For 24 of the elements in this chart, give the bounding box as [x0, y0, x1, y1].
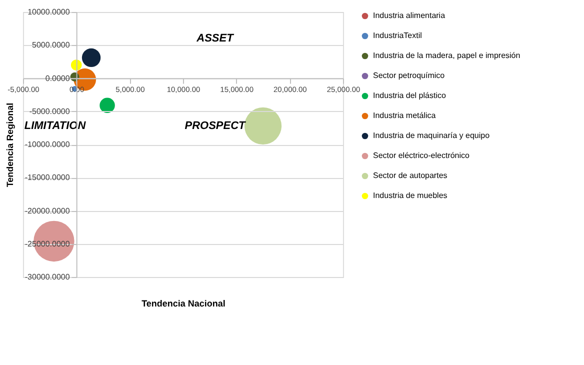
legend-label: Industria de maquinaría y equipo — [373, 131, 490, 140]
y-tick-label: -5000.0000 — [29, 106, 70, 116]
annotation: PROSPECT — [184, 120, 247, 132]
y-tick-label: -10000.0000 — [24, 140, 70, 149]
legend-label: Industria del plástico — [373, 91, 446, 100]
y-tick-label: -15000.0000 — [24, 173, 70, 182]
y-tick-label: -25000.0000 — [24, 239, 70, 248]
y-tick-label: -20000.0000 — [24, 206, 70, 216]
legend-label: Industria de la madera, papel e impresión — [373, 51, 520, 60]
legend-label: IndustriaTextil — [373, 31, 422, 40]
legend-label: Industria alimentaria — [373, 11, 446, 20]
y-tick-label: 10000.0000 — [28, 8, 70, 16]
y-tick-label: -30000.0000 — [24, 272, 70, 282]
annotation: LIMITATION — [24, 120, 87, 132]
x-axis-title: Tendencia Nacional — [142, 298, 226, 308]
legend-label: Sector petroquímico — [373, 71, 446, 80]
y-tick-label: 0.0000 — [45, 74, 70, 83]
annotation: ASSET — [196, 32, 235, 44]
legend-label: Sector eléctrico-electrónico — [373, 151, 470, 160]
y-tick-label: 5000.0000 — [32, 40, 70, 50]
legend-label: Industria de muebles — [373, 191, 448, 200]
y-axis-title: Tendencia Regional — [4, 102, 15, 188]
legend-label: Industria metálica — [373, 111, 436, 120]
legend-label: Sector de autopartes — [373, 171, 448, 180]
